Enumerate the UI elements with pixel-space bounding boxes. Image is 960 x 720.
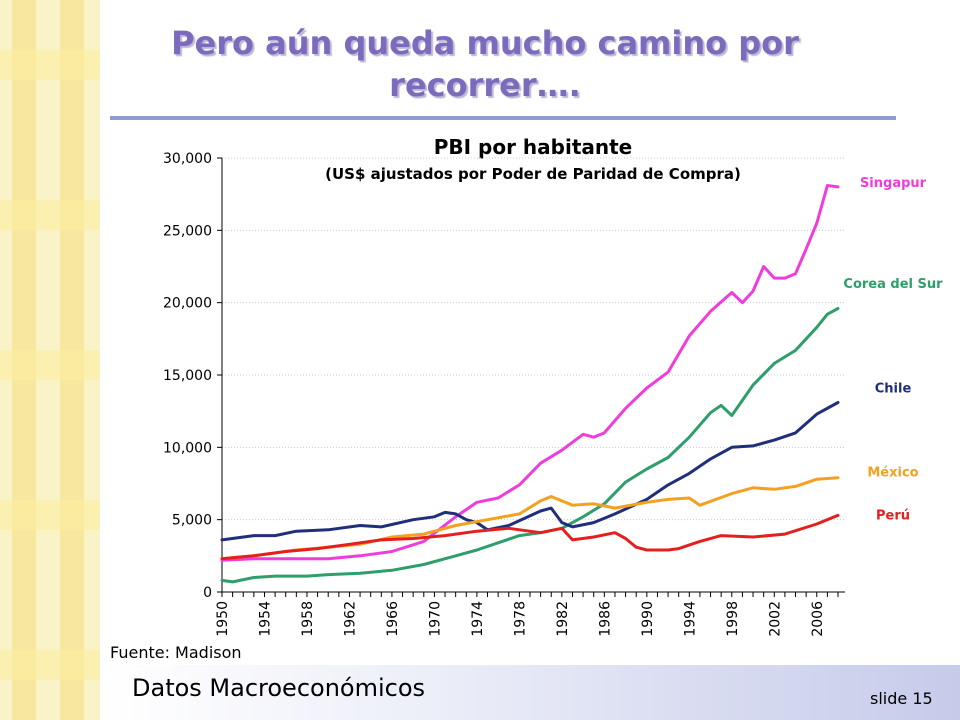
gridlines — [222, 157, 845, 521]
x-tick-label: 1986 — [597, 601, 613, 637]
decorative-stripes — [0, 0, 100, 720]
series-line — [220, 513, 840, 561]
y-tick-label: 15,000 — [163, 368, 212, 384]
source-note: Fuente: Madison — [110, 643, 242, 662]
x-tick-label: 1966 — [385, 601, 401, 637]
x-tick-label: 1994 — [682, 601, 698, 637]
x-tick-label: 1990 — [640, 601, 656, 637]
footer-bar — [100, 665, 960, 720]
series-lines — [220, 184, 840, 584]
series-label: México — [867, 465, 918, 480]
title-divider — [110, 116, 896, 120]
y-tick-label: 20,000 — [163, 296, 212, 312]
series-line — [220, 307, 840, 584]
x-tick-label: 2002 — [767, 601, 783, 637]
x-tick-label: 2006 — [810, 601, 826, 637]
x-tick-label: 1954 — [257, 601, 273, 637]
y-tick-label: 30,000 — [163, 151, 212, 167]
series-label: Perú — [876, 509, 910, 524]
y-tick-label: 25,000 — [163, 223, 212, 239]
slide-number: slide 15 — [870, 689, 933, 708]
slide-title: Pero aún queda mucho camino por recorrer… — [171, 24, 799, 104]
series-labels: Singapur Corea del Sur Chile México Perú — [843, 176, 943, 524]
y-tick-label: 10,000 — [163, 440, 212, 456]
x-tick-label: 1970 — [427, 601, 443, 637]
series-line — [220, 476, 840, 561]
series-line — [220, 184, 840, 562]
x-tick-label: 1958 — [300, 601, 316, 637]
series-label: Chile — [875, 381, 912, 396]
footer-title: Datos Macroeconómicos — [132, 674, 426, 702]
x-tick-label: 1962 — [342, 601, 358, 637]
chart: PBI por habitante (US$ ajustados por Pod… — [163, 135, 943, 637]
x-tick-label: 1998 — [725, 601, 741, 637]
x-tick-label: 1950 — [215, 601, 231, 637]
series-line — [220, 401, 840, 542]
series-label: Singapur — [860, 176, 927, 191]
axes: 0 5,000 10,000 15,000 20,000 25,000 30,000 1950… — [163, 151, 845, 637]
x-tick-label: 1978 — [512, 601, 528, 637]
x-tick-label: 1982 — [555, 601, 571, 637]
y-tick-label: 0 — [203, 585, 212, 601]
chart-subtitle: (US$ ajustados por Poder de Paridad de C… — [325, 165, 741, 183]
series-label: Corea del Sur — [843, 277, 943, 292]
chart-title: PBI por habitante — [434, 135, 633, 159]
decorative-left-band — [0, 0, 100, 720]
y-tick-label: 5,000 — [172, 513, 212, 529]
x-tick-label: 1974 — [470, 601, 486, 637]
